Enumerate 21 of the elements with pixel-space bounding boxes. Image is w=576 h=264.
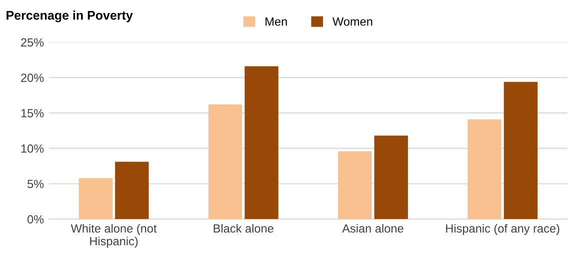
- bar: [78, 178, 112, 220]
- x-tick-label: Black alone: [214, 224, 274, 233]
- legend-label: Women: [332, 18, 372, 26]
- bar: [208, 104, 242, 220]
- legend-label: Men: [266, 18, 287, 26]
- y-tick-label: 15%: [21, 109, 44, 118]
- bar: [374, 136, 408, 220]
- y-tick-label: 20%: [21, 74, 44, 82]
- bar: [504, 82, 538, 220]
- bar: [244, 66, 278, 220]
- bar: [115, 162, 149, 220]
- x-tick-label: Hispanic (of any race): [446, 224, 560, 235]
- x-tick-label: Asian alone: [342, 224, 404, 233]
- bar: [338, 151, 372, 220]
- bar: [468, 119, 502, 220]
- chart-title: Percenage in Poverty: [6, 10, 133, 22]
- y-tick-label: 5%: [28, 180, 44, 188]
- x-tick-label: White alone (not Hispanic): [70, 224, 157, 248]
- y-tick-label: 10%: [21, 144, 44, 153]
- y-tick-label: 25%: [21, 38, 44, 47]
- y-tick-label: 0%: [27, 215, 44, 224]
